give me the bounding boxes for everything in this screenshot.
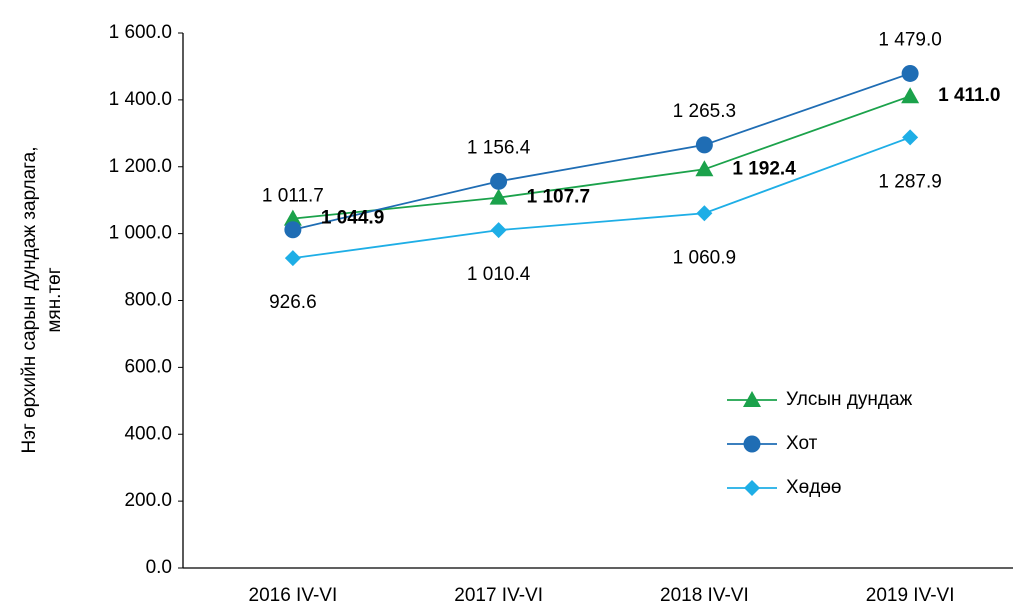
legend-label: Хот — [786, 433, 818, 454]
data-label: 1 265.3 — [673, 101, 736, 122]
data-label: 1 479.0 — [878, 29, 941, 50]
marker — [743, 435, 761, 453]
marker — [284, 250, 301, 267]
marker — [902, 129, 919, 146]
y-tick-label: 1 600.0 — [109, 22, 172, 43]
marker — [696, 205, 713, 222]
marker — [901, 87, 920, 104]
y-tick-label: 200.0 — [124, 490, 172, 511]
y-tick-label: 800.0 — [124, 290, 172, 311]
series-line — [292, 136, 911, 260]
y-tick-label: 1 400.0 — [109, 89, 172, 110]
data-label: 1 011.7 — [262, 186, 324, 207]
series-line — [292, 72, 911, 231]
data-label: 1 411.0 — [938, 85, 1000, 106]
x-tick-label: 2018 IV-VI — [660, 585, 749, 606]
marker — [901, 64, 919, 82]
data-label: 1 107.7 — [527, 187, 590, 208]
marker — [283, 209, 302, 226]
y-tick-label: 400.0 — [124, 423, 172, 444]
data-label: 1 192.4 — [732, 158, 796, 179]
data-label: 1 010.4 — [467, 264, 531, 285]
legend-label: Улсын дундаж — [786, 389, 913, 410]
y-tick-label: 1 000.0 — [109, 223, 172, 244]
x-tick-label: 2016 IV-VI — [249, 585, 338, 606]
x-tick-label: 2017 IV-VI — [454, 585, 543, 606]
x-tick-label: 2019 IV-VI — [866, 585, 955, 606]
y-axis-title: Нэг өрхийн сарын дундаж зарлага, — [19, 146, 40, 453]
data-label: 926.6 — [269, 292, 317, 313]
marker — [743, 391, 761, 407]
data-label: 1 156.4 — [467, 137, 531, 158]
marker — [695, 136, 713, 154]
marker — [744, 480, 760, 496]
data-label: 1 044.9 — [321, 208, 384, 229]
marker — [489, 188, 508, 205]
marker — [284, 221, 302, 239]
marker — [490, 172, 508, 190]
y-tick-label: 1 200.0 — [109, 156, 172, 177]
y-tick-label: 0.0 — [146, 557, 172, 578]
marker — [490, 222, 507, 239]
data-label: 1 060.9 — [673, 247, 736, 268]
y-axis-title: мян.төг — [44, 267, 65, 332]
marker — [695, 160, 714, 177]
legend-label: Хөдөө — [786, 477, 841, 498]
data-label: 1 287.9 — [878, 171, 941, 192]
series-line — [292, 95, 911, 220]
y-tick-label: 600.0 — [124, 356, 172, 377]
